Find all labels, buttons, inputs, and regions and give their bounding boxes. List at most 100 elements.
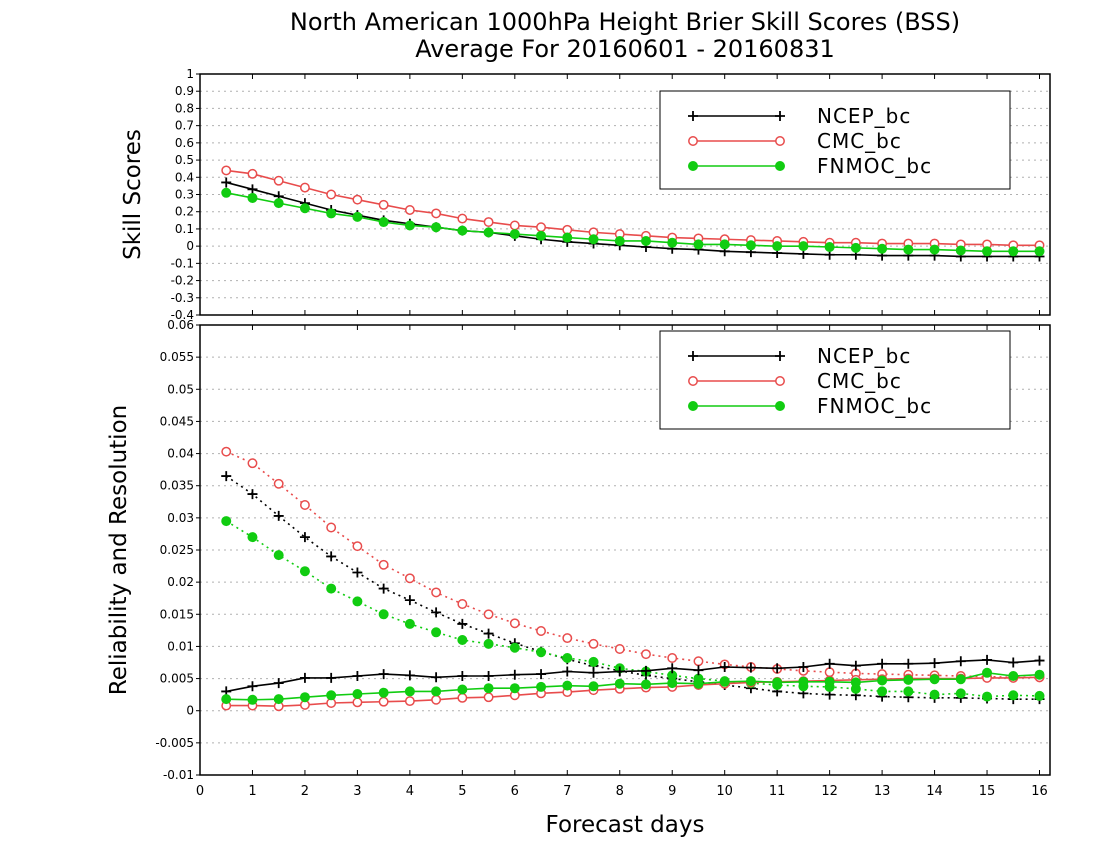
data-point	[221, 694, 232, 705]
data-point	[562, 232, 573, 243]
x-tick-label: 9	[668, 784, 676, 799]
y-tick-label: -0.2	[171, 274, 194, 288]
data-point	[667, 237, 678, 248]
data-point	[1034, 690, 1045, 701]
data-point	[431, 587, 442, 598]
data-point	[326, 583, 337, 594]
data-point	[1008, 671, 1019, 681]
x-tick-label: 12	[821, 784, 838, 799]
y-tick-label: -0.005	[155, 736, 194, 750]
data-point	[273, 550, 284, 561]
data-point	[457, 618, 468, 629]
y-tick-label: 0.05	[167, 382, 194, 396]
y-tick-label: 0.7	[175, 119, 194, 133]
data-point	[457, 635, 468, 645]
data-point	[824, 676, 835, 687]
data-point	[404, 670, 415, 681]
data-point	[719, 676, 730, 687]
data-point	[299, 500, 310, 510]
data-point	[221, 516, 232, 527]
y-tick-label: 0.015	[160, 607, 194, 621]
data-point	[640, 665, 651, 676]
data-point	[1034, 669, 1045, 680]
data-point	[929, 658, 940, 669]
data-point	[404, 686, 415, 697]
legend-label: CMC_bc	[817, 369, 902, 393]
x-tick-label: 2	[301, 784, 309, 799]
data-point	[457, 692, 468, 703]
data-point	[850, 677, 861, 688]
y-tick-label: 0.03	[167, 511, 194, 525]
x-tick-label: 7	[563, 784, 571, 799]
data-point	[378, 559, 389, 570]
data-point	[326, 208, 337, 219]
data-point	[378, 669, 389, 680]
data-point	[798, 241, 809, 252]
data-point	[614, 678, 625, 689]
x-tick-label: 14	[926, 784, 943, 799]
y-tick-label: 0.2	[175, 205, 194, 219]
data-point	[326, 690, 337, 701]
data-point	[588, 667, 599, 678]
data-point	[483, 671, 494, 681]
series-FNMOC_bc-solid	[221, 667, 1045, 705]
data-point	[247, 192, 258, 203]
y-tick-label: 0.025	[160, 543, 194, 557]
data-point	[326, 672, 337, 683]
data-point	[509, 220, 520, 231]
data-point	[903, 686, 914, 697]
data-point	[955, 245, 966, 256]
data-point	[509, 669, 520, 680]
data-point	[326, 522, 337, 533]
data-point	[824, 658, 835, 669]
y-tick-label: 0.4	[175, 170, 194, 184]
data-point	[850, 242, 861, 253]
data-point	[824, 667, 835, 678]
data-point	[247, 694, 258, 705]
y-tick-label: 0.06	[167, 318, 194, 332]
data-point	[273, 694, 284, 705]
data-point	[378, 696, 389, 707]
data-point	[299, 182, 310, 193]
data-point	[955, 674, 966, 685]
y-tick-label: 1	[186, 67, 194, 81]
y-tick-label: -0.1	[171, 256, 194, 270]
data-point	[431, 208, 442, 219]
y-tick-label: 0.1	[175, 222, 194, 236]
data-point	[1034, 246, 1045, 257]
data-point	[614, 666, 625, 677]
data-point	[352, 194, 363, 205]
legend-marker	[688, 376, 698, 386]
legend-marker	[775, 351, 785, 361]
y-tick-label: 0.02	[167, 575, 194, 589]
data-point	[562, 633, 573, 644]
data-point	[352, 567, 363, 578]
x-tick-label: 3	[353, 784, 361, 799]
y-tick-label: 0	[186, 704, 194, 718]
y-tick-label: 0.005	[160, 672, 194, 686]
y-tick-label: 0.055	[160, 350, 194, 364]
y-axis-label: Reliability and Resolution	[106, 405, 132, 695]
data-point	[955, 656, 966, 667]
data-point	[483, 217, 494, 227]
data-point	[273, 198, 284, 209]
data-point	[299, 672, 310, 683]
data-point	[982, 691, 993, 702]
data-point	[1008, 246, 1019, 257]
data-point	[457, 684, 468, 695]
data-point	[562, 666, 573, 677]
series-NCEP_bc-solid	[221, 654, 1045, 697]
series-line	[226, 181, 1040, 258]
data-point	[745, 662, 756, 673]
data-point	[299, 692, 310, 703]
data-point	[929, 689, 940, 700]
data-point	[693, 656, 704, 667]
legend-marker	[775, 161, 785, 171]
y-tick-label: -0.4	[171, 308, 194, 322]
data-point	[378, 687, 389, 698]
data-point	[457, 599, 468, 609]
data-point	[431, 686, 442, 697]
data-point	[352, 697, 363, 708]
data-point	[640, 235, 651, 246]
